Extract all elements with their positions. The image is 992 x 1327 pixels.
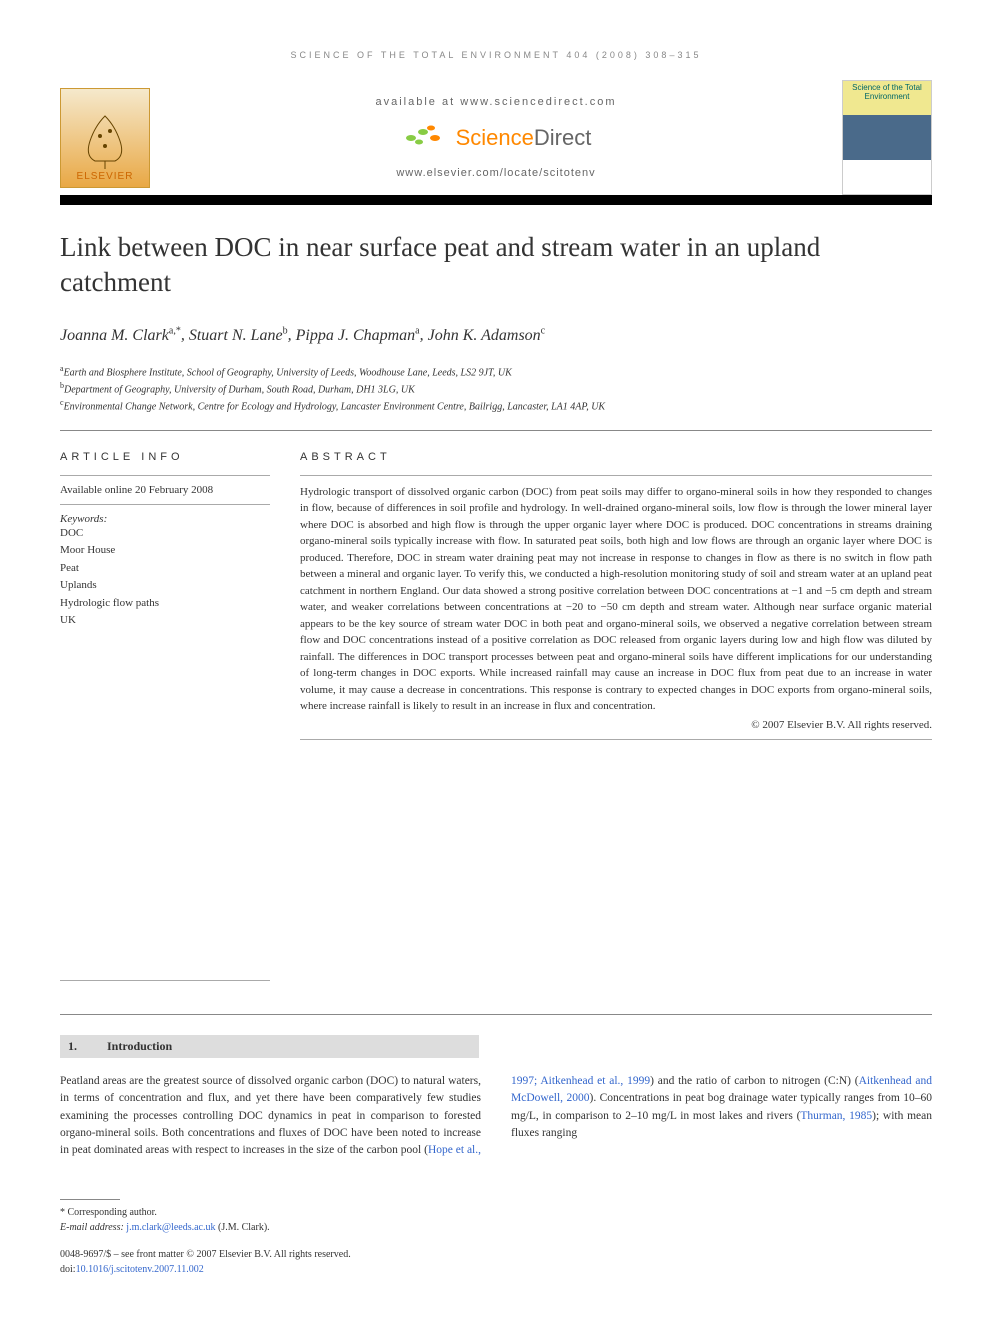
keyword: UK [60,612,270,630]
divider [60,430,932,431]
author-3: John K. Adamsonc [428,327,546,344]
elsevier-text: ELSEVIER [77,171,134,182]
intro-header: 1. Introduction [60,1035,479,1058]
abstract-column: ABSTRACT Hydrologic transport of dissolv… [300,451,932,990]
divider [60,1199,120,1200]
abstract-header: ABSTRACT [300,451,932,463]
intro-section: 1. Introduction Peatland areas are the gr… [60,1035,932,1159]
email-line: E-mail address: j.m.clark@leeds.ac.uk (J… [60,1220,932,1235]
keyword: Uplands [60,577,270,595]
running-header: SCIENCE OF THE TOTAL ENVIRONMENT 404 (20… [60,50,932,60]
article-info-column: ARTICLE INFO Available online 20 Februar… [60,451,270,990]
corresponding-author: * Corresponding author. [60,1205,932,1220]
affiliation-b: bDepartment of Geography, University of … [60,380,932,397]
sd-dots-icon [401,120,451,155]
citation-link[interactable]: Thurman, 1985 [800,1110,872,1122]
intro-title: Introduction [107,1039,172,1053]
divider [300,475,932,476]
divider [60,1014,932,1015]
author-1: Stuart N. Laneb [189,327,288,344]
journal-cover-title: Science of the Total Environment [843,84,931,102]
info-abstract-row: ARTICLE INFO Available online 20 Februar… [60,451,932,990]
author-0: Joanna M. Clarka,* [60,327,181,344]
doi-link[interactable]: 10.1016/j.scitotenv.2007.11.002 [76,1264,204,1275]
tree-icon [75,111,135,171]
keywords-label: Keywords: [60,513,270,525]
divider [60,504,270,505]
footer: * Corresponding author. E-mail address: … [60,1199,932,1277]
divider [60,980,270,981]
banner-center: available at www.sciencedirect.com Scien… [150,96,842,179]
journal-url: www.elsevier.com/locate/scitotenv [396,167,595,179]
affiliation-a: aEarth and Biosphere Institute, School o… [60,363,932,380]
available-at-text: available at www.sciencedirect.com [375,96,616,108]
keyword: DOC [60,525,270,543]
abstract-text: Hydrologic transport of dissolved organi… [300,484,932,715]
abstract-copyright: © 2007 Elsevier B.V. All rights reserved… [300,719,932,731]
author-list: Joanna M. Clarka,*, Stuart N. Laneb, Pip… [60,325,932,344]
keyword: Moor House [60,542,270,560]
elsevier-logo: ELSEVIER [60,88,150,188]
keyword: Peat [60,560,270,578]
sciencedirect-text: ScienceDirect [456,125,592,151]
body-text: Peatland areas are the greatest source o… [60,1073,932,1159]
doi-line: doi:10.1016/j.scitotenv.2007.11.002 [60,1262,932,1277]
article-title: Link between DOC in near surface peat an… [60,230,932,300]
publisher-banner: ELSEVIER available at www.sciencedirect.… [60,80,932,205]
email-link[interactable]: j.m.clark@leeds.ac.uk [126,1222,215,1233]
affiliations: aEarth and Biosphere Institute, School o… [60,363,932,415]
intro-number: 1. [68,1039,77,1053]
author-2: Pippa J. Chapmana [296,327,420,344]
affiliation-c: cEnvironmental Change Network, Centre fo… [60,397,932,414]
article-info-header: ARTICLE INFO [60,451,270,463]
sciencedirect-logo: ScienceDirect [401,120,592,155]
keyword: Hydrologic flow paths [60,595,270,613]
divider [300,739,932,740]
online-date: Available online 20 February 2008 [60,484,270,496]
divider [60,475,270,476]
journal-cover: Science of the Total Environment [842,80,932,195]
issn-line: 0048-9697/$ – see front matter © 2007 El… [60,1247,932,1262]
